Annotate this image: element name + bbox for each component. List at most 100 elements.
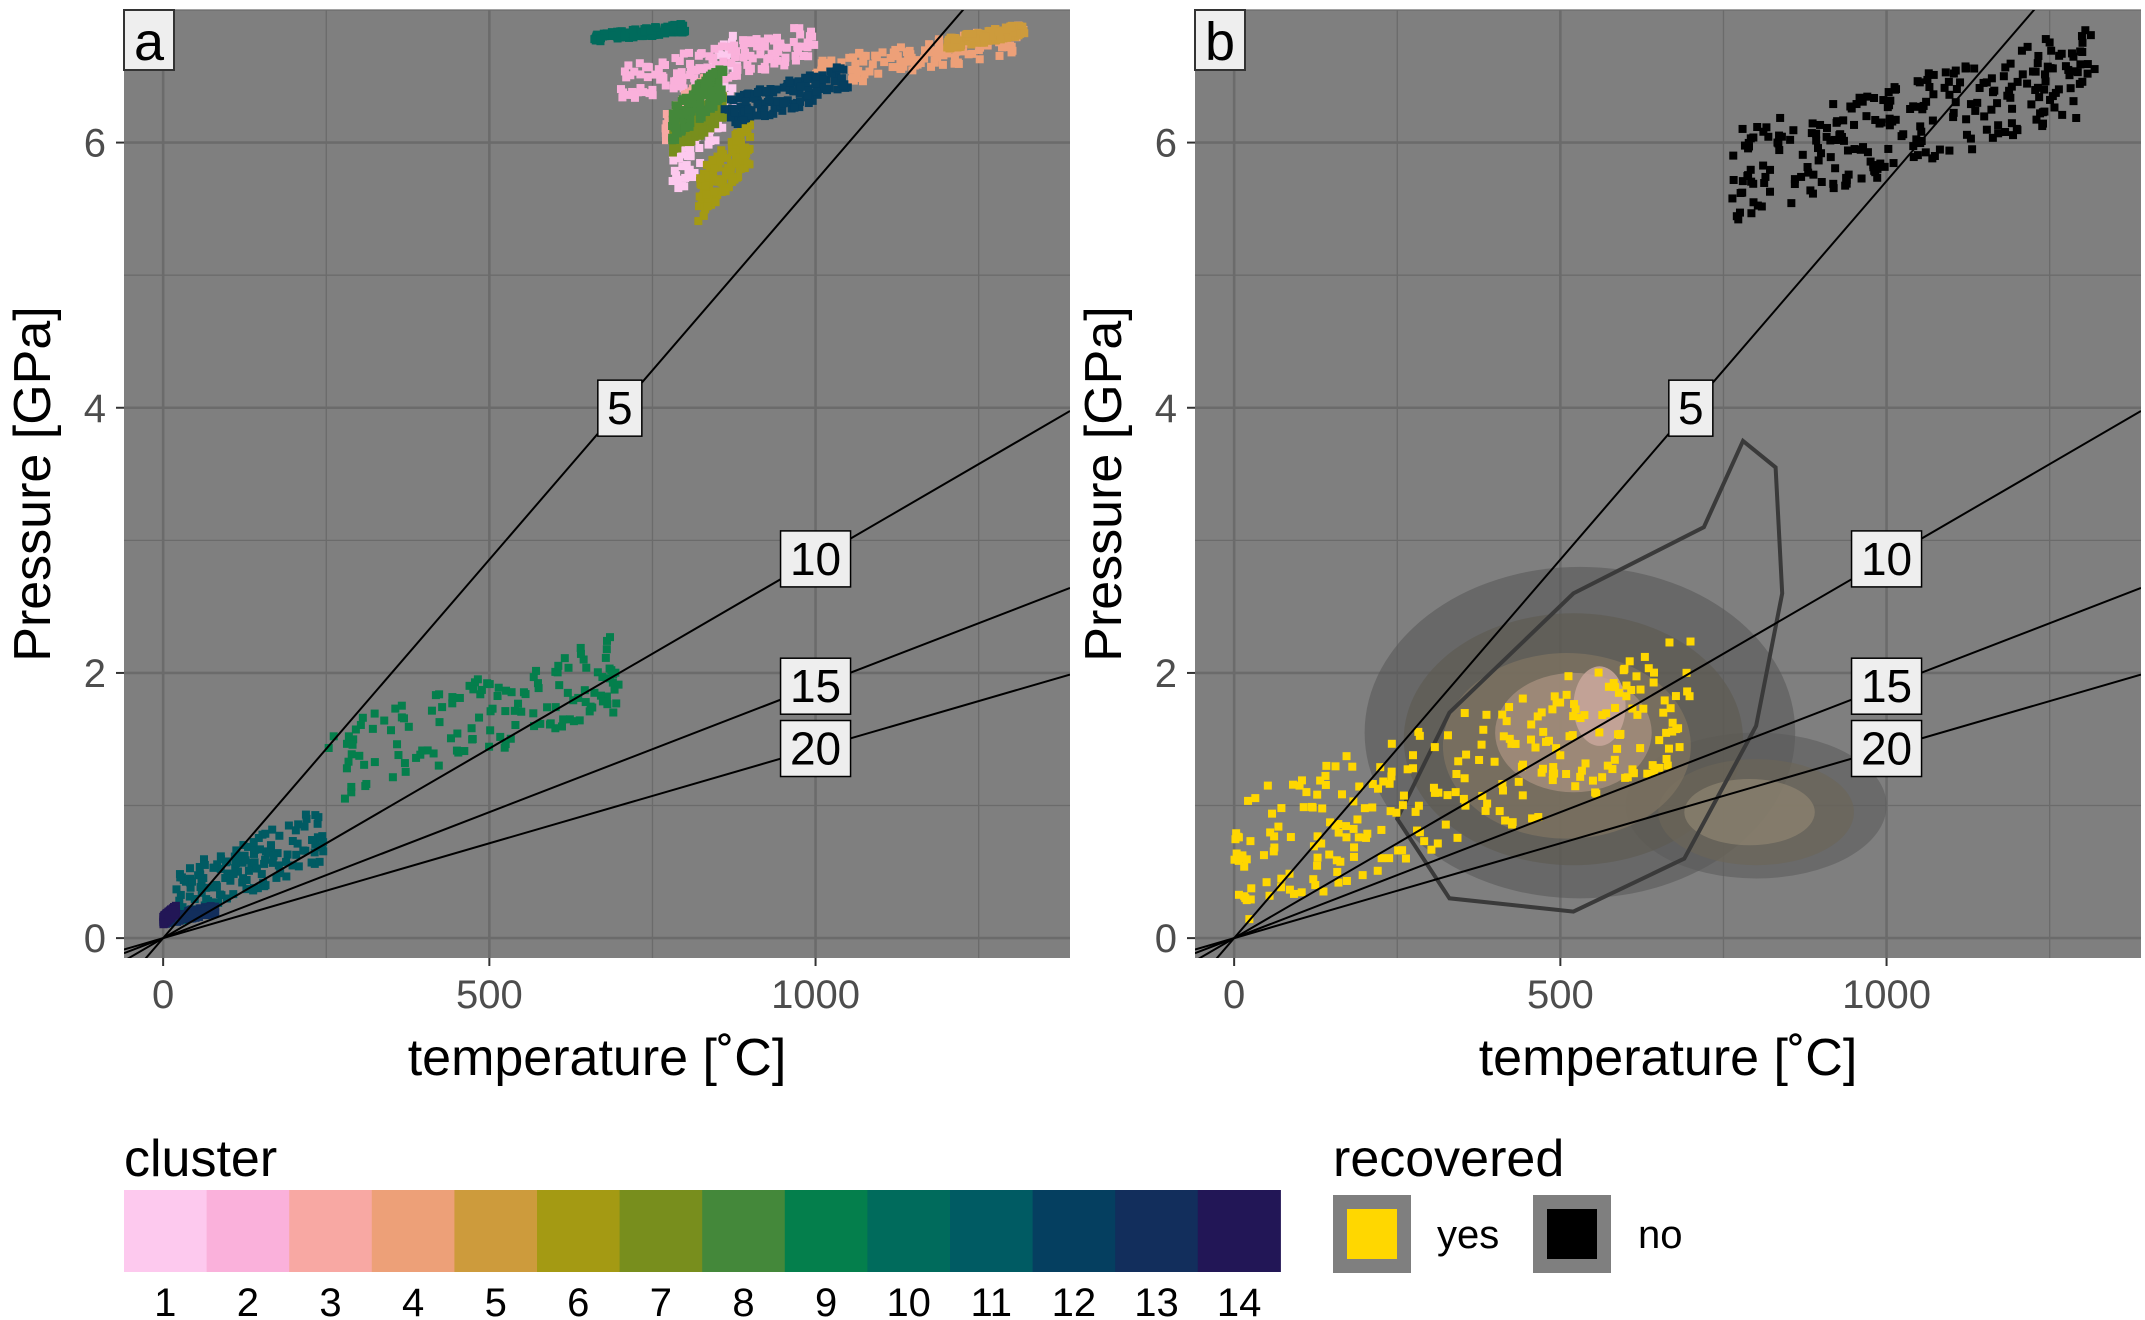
cluster-point bbox=[743, 159, 752, 168]
recovered-point bbox=[1766, 165, 1775, 174]
isotherm-label-box bbox=[597, 379, 643, 437]
recovered-point bbox=[1297, 888, 1306, 897]
recovered-point bbox=[1945, 90, 1954, 99]
cluster-point bbox=[636, 84, 645, 93]
cluster-point bbox=[563, 688, 572, 697]
cluster-point bbox=[701, 171, 710, 180]
cluster-point bbox=[658, 58, 667, 67]
cluster-9-points bbox=[324, 633, 623, 803]
recovered-point bbox=[1495, 807, 1504, 816]
cluster-legend-key-3 bbox=[289, 1190, 373, 1272]
cluster-point bbox=[565, 715, 574, 724]
cluster-point bbox=[686, 70, 695, 79]
recovered-point bbox=[1929, 90, 1938, 99]
cluster-point bbox=[603, 700, 612, 709]
recovered-point bbox=[2027, 100, 2036, 109]
recovered-point bbox=[1353, 815, 1362, 824]
cluster-point bbox=[833, 85, 842, 94]
y-tick-label: 0 bbox=[84, 917, 106, 961]
cluster-point bbox=[569, 717, 578, 726]
cluster-point bbox=[231, 859, 240, 868]
cluster-point bbox=[708, 93, 717, 102]
recovered-point bbox=[1363, 829, 1372, 838]
recovered-point bbox=[2058, 110, 2067, 119]
recovered-point bbox=[1949, 113, 1958, 122]
cluster-point bbox=[712, 124, 721, 133]
cluster-point bbox=[938, 60, 947, 69]
cluster-point bbox=[803, 43, 812, 52]
cluster-point bbox=[794, 77, 803, 86]
cluster-point bbox=[232, 846, 241, 855]
recovered-point bbox=[1387, 739, 1396, 748]
cluster-point bbox=[661, 29, 670, 38]
cluster-point bbox=[501, 707, 510, 716]
recovered-point bbox=[1685, 692, 1694, 701]
cluster-point bbox=[242, 876, 251, 885]
recovered-point bbox=[1482, 710, 1491, 719]
cluster-point bbox=[817, 82, 826, 91]
recovered-point bbox=[1738, 177, 1747, 186]
cluster-point bbox=[789, 38, 798, 47]
cluster-point bbox=[643, 73, 652, 82]
recovered-point bbox=[1829, 184, 1838, 193]
cluster-point bbox=[743, 60, 752, 69]
recovered-point bbox=[1333, 867, 1342, 876]
cluster-point bbox=[494, 683, 503, 692]
cluster-point bbox=[694, 202, 703, 211]
recovered-point bbox=[1355, 782, 1364, 791]
cluster-point bbox=[975, 37, 984, 46]
cluster-point bbox=[795, 103, 804, 112]
cluster-point bbox=[904, 49, 913, 58]
recovered-point bbox=[1498, 786, 1507, 795]
panel-a-isotherm-labels: 5 10 15 20 bbox=[597, 379, 852, 778]
cluster-point bbox=[301, 846, 310, 855]
recovered-point bbox=[1835, 131, 1844, 140]
cluster-point bbox=[812, 73, 821, 82]
cluster-point bbox=[576, 643, 585, 652]
recovered-point bbox=[1639, 704, 1648, 713]
cluster-point bbox=[293, 839, 302, 848]
cluster-point bbox=[688, 173, 697, 182]
y-tick-label: 6 bbox=[84, 122, 106, 166]
cluster-point bbox=[216, 864, 225, 873]
recovered-point bbox=[2051, 88, 2060, 97]
cluster-point bbox=[1018, 22, 1027, 31]
cluster-point bbox=[460, 747, 469, 756]
recovered-point bbox=[1611, 683, 1620, 692]
y-tick-label: 6 bbox=[1155, 122, 1177, 166]
recovered-point bbox=[2005, 86, 2014, 95]
cluster-point bbox=[760, 105, 769, 114]
cluster-point bbox=[261, 855, 270, 864]
x-tick-label: 500 bbox=[456, 973, 523, 1017]
cluster-legend-key-8 bbox=[702, 1190, 786, 1272]
cluster-point bbox=[593, 668, 602, 677]
cluster-point bbox=[731, 153, 740, 162]
recovered-point bbox=[1311, 881, 1320, 890]
cluster-point bbox=[500, 743, 509, 752]
cluster-point bbox=[351, 725, 360, 734]
cluster-point bbox=[663, 126, 672, 135]
cluster-point bbox=[837, 74, 846, 83]
recovered-point bbox=[1594, 668, 1603, 677]
cluster-point bbox=[728, 177, 737, 186]
recovered-point bbox=[2083, 69, 2092, 78]
recovered-point bbox=[1625, 657, 1634, 666]
cluster-point bbox=[543, 703, 552, 712]
recovered-point bbox=[1961, 64, 1970, 73]
cluster-point bbox=[685, 165, 694, 174]
recovered-point bbox=[1307, 802, 1316, 811]
cluster-point bbox=[268, 858, 277, 867]
cluster-point bbox=[467, 724, 476, 733]
cluster-point bbox=[711, 198, 720, 207]
cluster-legend-key-13 bbox=[1115, 1190, 1199, 1272]
recovered-point bbox=[1945, 146, 1954, 155]
cluster-point bbox=[837, 58, 846, 67]
recovered-point bbox=[1798, 150, 1807, 159]
recovered-point bbox=[1349, 852, 1358, 861]
cluster-point bbox=[854, 67, 863, 76]
isotherm-line-5 bbox=[1215, 10, 2036, 958]
cluster-point bbox=[893, 52, 902, 61]
cluster-point bbox=[702, 190, 711, 199]
recovered-point bbox=[2013, 77, 2022, 86]
cluster-point bbox=[435, 718, 444, 727]
